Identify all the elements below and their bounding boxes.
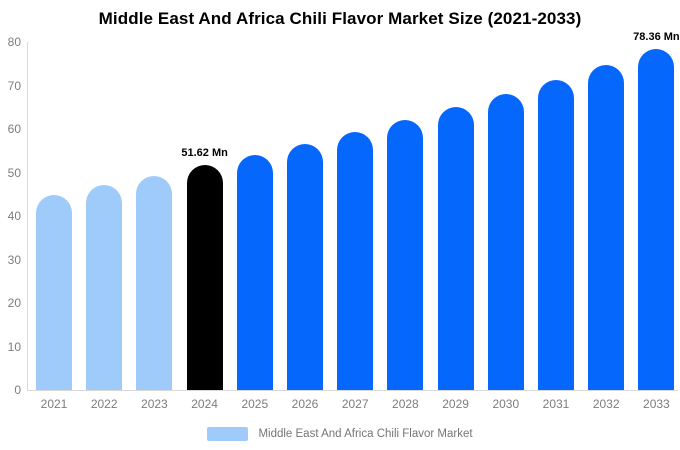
y-tick-label: 60 bbox=[7, 122, 21, 136]
legend: Middle East And Africa Chili Flavor Mark… bbox=[0, 427, 680, 441]
bar-2031[interactable] bbox=[538, 79, 574, 390]
legend-label: Middle East And Africa Chili Flavor Mark… bbox=[258, 428, 473, 440]
bar-2023[interactable] bbox=[136, 175, 173, 390]
bar-value-label: 51.62 Mn bbox=[181, 147, 228, 160]
x-tick-label: 2029 bbox=[442, 397, 469, 411]
y-tick-label: 0 bbox=[14, 383, 21, 397]
legend-swatch[interactable] bbox=[207, 427, 249, 441]
bar-value-label: 78.36 Mn bbox=[633, 31, 680, 44]
y-tick-label: 40 bbox=[7, 209, 21, 223]
y-tick-label: 70 bbox=[7, 78, 21, 93]
plot-area: 0 10 20 30 40 50 60 70 80 2021 2022 2023 2024 51.62 M… bbox=[8, 31, 680, 411]
x-tick-label: 2024 bbox=[191, 397, 218, 411]
x-tick-label: 2032 bbox=[592, 397, 620, 411]
bar-2021[interactable] bbox=[36, 194, 72, 390]
bar-2029[interactable] bbox=[437, 106, 474, 390]
y-tick-label: 20 bbox=[7, 296, 21, 310]
x-tick-label: 2021 bbox=[40, 397, 68, 411]
x-tick-label: 2023 bbox=[141, 397, 168, 411]
bar-2022[interactable] bbox=[86, 185, 123, 390]
bar-2033[interactable] bbox=[638, 49, 675, 390]
chart-title: Middle East And Africa Chili Flavor Mark… bbox=[98, 9, 582, 28]
x-tick-label: 2027 bbox=[341, 397, 369, 411]
y-tick-label: 30 bbox=[7, 252, 21, 267]
bar-2027[interactable] bbox=[337, 132, 374, 390]
bar-2028[interactable] bbox=[387, 119, 424, 390]
x-tick-label: 2031 bbox=[542, 397, 570, 411]
x-tick-label: 2026 bbox=[291, 397, 319, 411]
y-tick-label: 80 bbox=[7, 35, 21, 49]
y-tick-label: 10 bbox=[7, 339, 21, 354]
x-tick-label: 2022 bbox=[90, 397, 118, 411]
x-tick-label: 2033 bbox=[643, 397, 670, 411]
bar-2030[interactable] bbox=[487, 93, 524, 390]
x-tick-label: 2025 bbox=[241, 397, 269, 411]
bar-2024[interactable] bbox=[186, 165, 223, 390]
x-tick-label: 2028 bbox=[392, 397, 419, 411]
bar-2026[interactable] bbox=[287, 143, 323, 390]
bar-2025[interactable] bbox=[236, 154, 273, 390]
bar-2032[interactable] bbox=[588, 64, 625, 390]
y-tick-label: 50 bbox=[7, 165, 21, 180]
x-tick-label: 2030 bbox=[492, 397, 520, 411]
